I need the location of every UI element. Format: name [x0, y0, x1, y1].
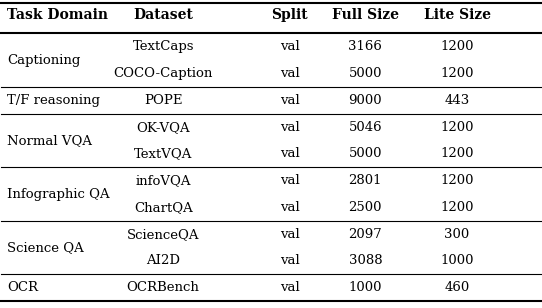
Text: ChartQA: ChartQA [134, 201, 192, 214]
Text: Normal VQA: Normal VQA [7, 134, 92, 147]
Text: OK-VQA: OK-VQA [137, 121, 190, 134]
Text: 1200: 1200 [440, 201, 474, 214]
Text: 5000: 5000 [349, 67, 382, 80]
Text: infoVQA: infoVQA [136, 174, 191, 187]
Text: Lite Size: Lite Size [423, 8, 491, 22]
Text: 2097: 2097 [349, 228, 382, 241]
Text: val: val [280, 94, 300, 107]
Text: 443: 443 [444, 94, 470, 107]
Text: AI2D: AI2D [146, 254, 180, 267]
Text: ScienceQA: ScienceQA [127, 228, 199, 241]
Text: COCO-Caption: COCO-Caption [113, 67, 213, 80]
Text: val: val [280, 174, 300, 187]
Text: 1200: 1200 [440, 121, 474, 134]
Text: OCRBench: OCRBench [127, 281, 199, 294]
Text: 9000: 9000 [349, 94, 382, 107]
Text: Split: Split [272, 8, 308, 22]
Text: T/F reasoning: T/F reasoning [7, 94, 100, 107]
Text: 1200: 1200 [440, 40, 474, 53]
Text: Infographic QA: Infographic QA [7, 188, 109, 201]
Text: 3088: 3088 [349, 254, 382, 267]
Text: val: val [280, 67, 300, 80]
Text: Dataset: Dataset [133, 8, 193, 22]
Text: 2500: 2500 [349, 201, 382, 214]
Text: 1200: 1200 [440, 67, 474, 80]
Text: val: val [280, 121, 300, 134]
Text: val: val [280, 228, 300, 241]
Text: POPE: POPE [144, 94, 183, 107]
Text: 1200: 1200 [440, 174, 474, 187]
Text: val: val [280, 201, 300, 214]
Text: 1200: 1200 [440, 148, 474, 160]
Text: 460: 460 [444, 281, 470, 294]
Text: 2801: 2801 [349, 174, 382, 187]
Text: Science QA: Science QA [7, 241, 83, 254]
Text: TextVQA: TextVQA [134, 148, 192, 160]
Text: 1000: 1000 [440, 254, 474, 267]
Text: TextCaps: TextCaps [132, 40, 194, 53]
Text: 3166: 3166 [349, 40, 382, 53]
Text: val: val [280, 281, 300, 294]
Text: Captioning: Captioning [7, 54, 80, 67]
Text: val: val [280, 40, 300, 53]
Text: 5000: 5000 [349, 148, 382, 160]
Text: Task Domain: Task Domain [7, 8, 108, 22]
Text: 5046: 5046 [349, 121, 382, 134]
Text: OCR: OCR [7, 281, 38, 294]
Text: 1000: 1000 [349, 281, 382, 294]
Text: val: val [280, 148, 300, 160]
Text: 300: 300 [444, 228, 470, 241]
Text: val: val [280, 254, 300, 267]
Text: Full Size: Full Size [332, 8, 399, 22]
